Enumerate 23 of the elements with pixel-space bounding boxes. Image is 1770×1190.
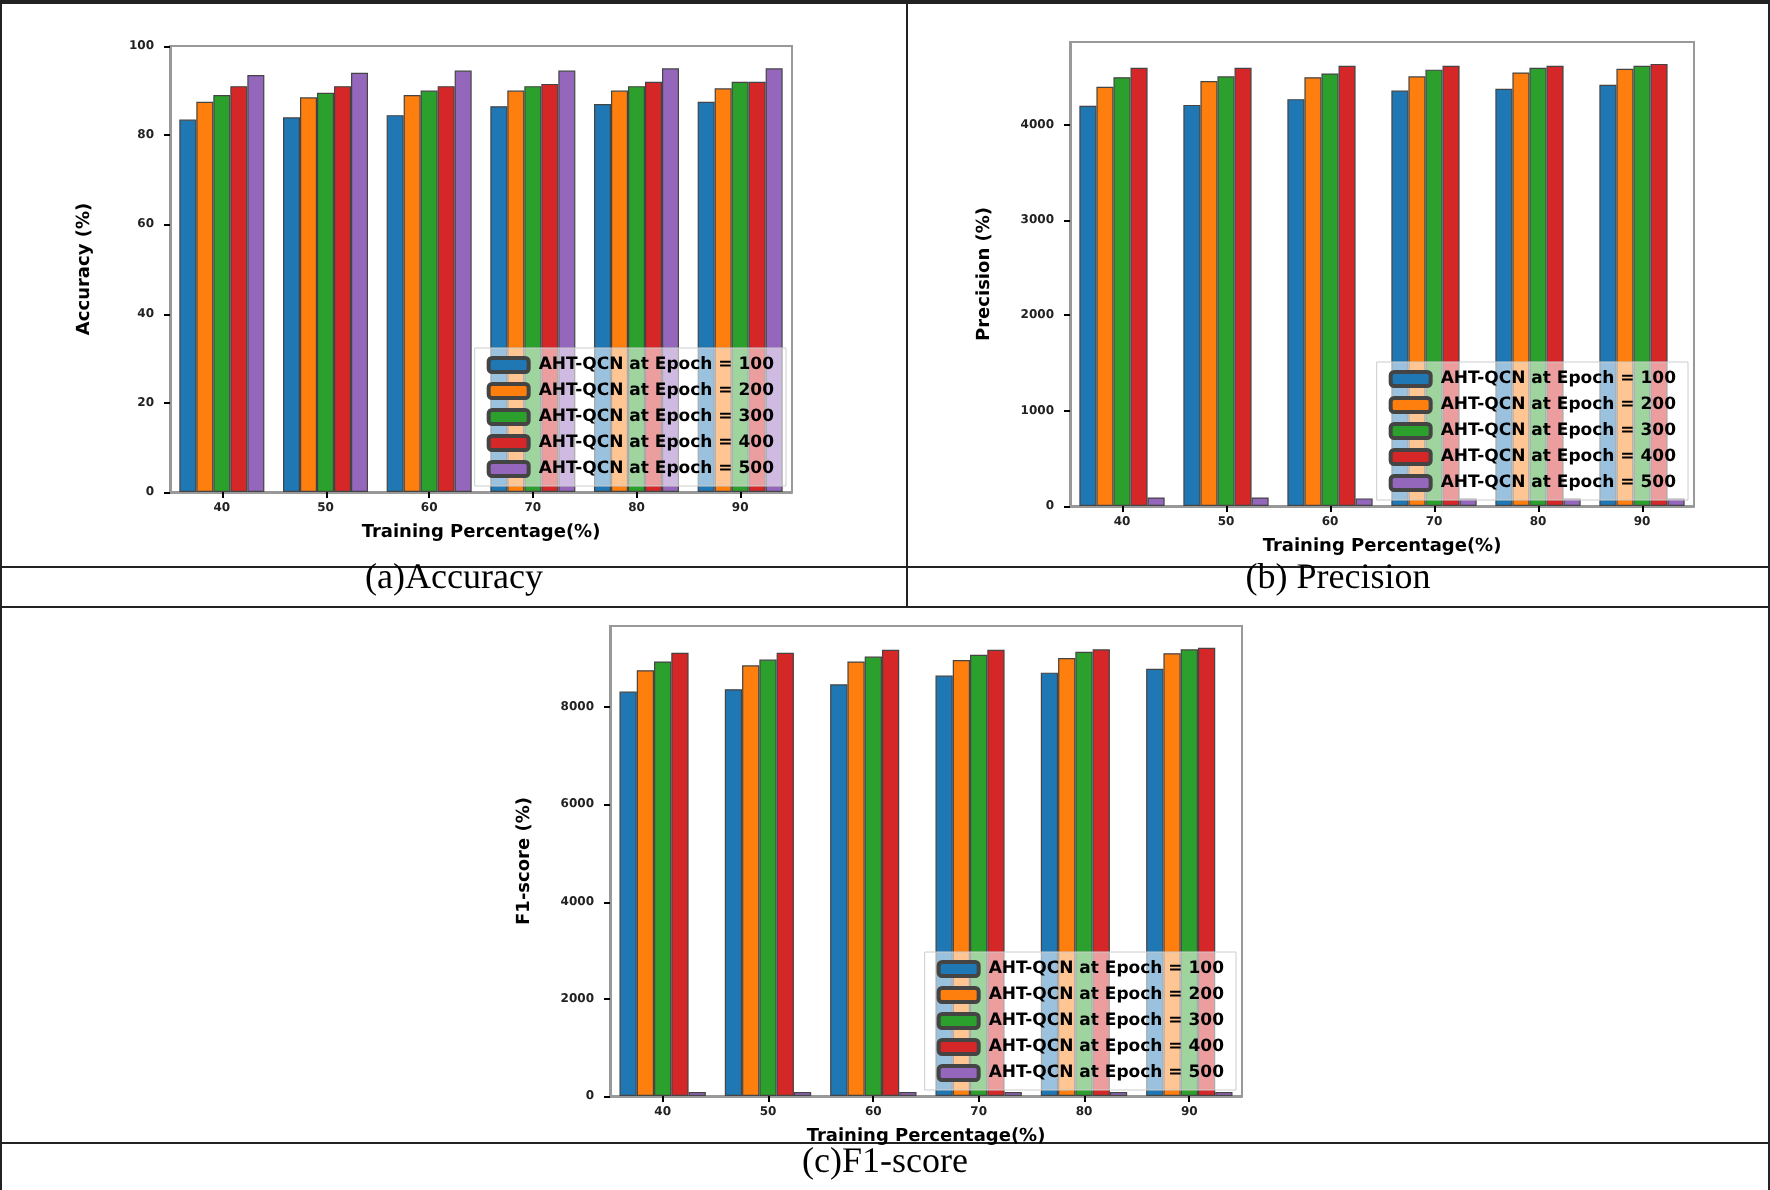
legend-label: AHT-QCN at Epoch = 100 — [1440, 369, 1677, 389]
x-axis-title: Training Percentage(%) — [806, 1126, 1046, 1147]
text: (a)Accuracy — [365, 556, 543, 596]
legend-label: AHT-QCN at Epoch = 200 — [538, 381, 775, 401]
legend-label: AHT-QCN at Epoch = 100 — [538, 355, 775, 375]
legend-label: AHT-QCN at Epoch = 300 — [988, 1011, 1225, 1031]
y-axis-title: Precision (%) — [975, 207, 995, 341]
text: (b) Precision — [1245, 556, 1431, 596]
legend-label: AHT-QCN at Epoch = 500 — [538, 459, 775, 479]
x-axis-title: Training Percentage(%) — [1262, 536, 1502, 557]
legend-label: AHT-QCN at Epoch = 200 — [1440, 395, 1677, 415]
legend-label: AHT-QCN at Epoch = 500 — [988, 1063, 1225, 1083]
legend-label: AHT-QCN at Epoch = 100 — [988, 959, 1225, 979]
y-axis-title: Accuracy (%) — [75, 202, 95, 336]
legend-label: AHT-QCN at Epoch = 400 — [988, 1037, 1225, 1057]
x-axis-title: Training Percentage(%) — [361, 522, 601, 543]
y-axis-title: F1-score (%) — [515, 797, 535, 925]
legend-label: AHT-QCN at Epoch = 400 — [538, 433, 775, 453]
legend-label: AHT-QCN at Epoch = 400 — [1440, 447, 1677, 467]
legend-label: AHT-QCN at Epoch = 300 — [1440, 421, 1677, 441]
legend-label: AHT-QCN at Epoch = 500 — [1440, 473, 1677, 493]
legend-label: AHT-QCN at Epoch = 300 — [538, 407, 775, 427]
legend-label: AHT-QCN at Epoch = 200 — [988, 985, 1225, 1005]
